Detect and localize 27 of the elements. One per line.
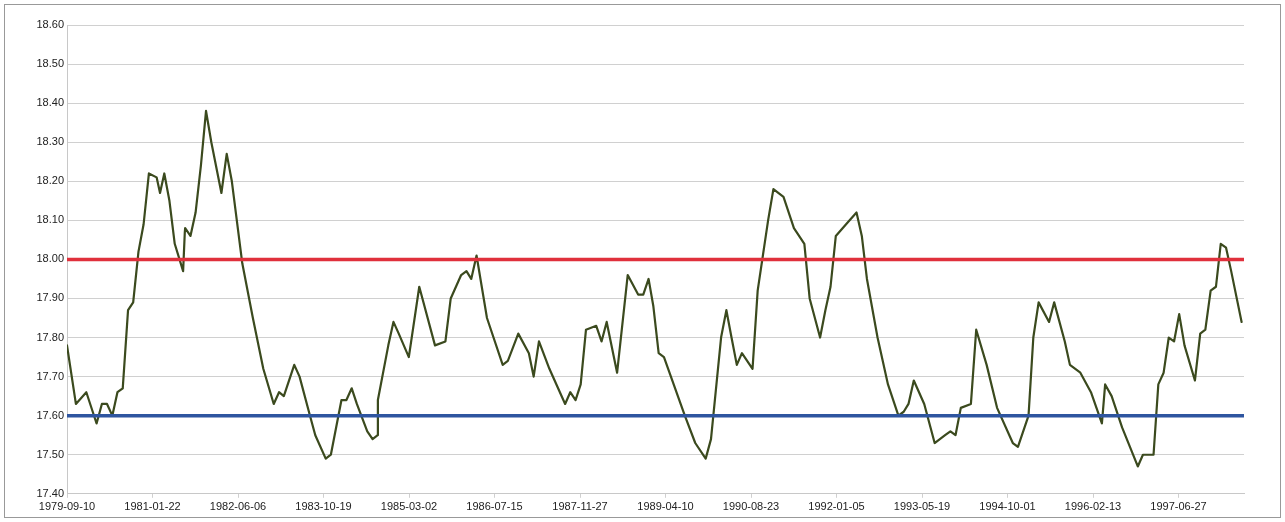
y-tick-label: 17.50 (36, 447, 64, 460)
x-tick-label: 1994-10-01 (979, 500, 1036, 513)
y-tick-label: 17.60 (36, 408, 64, 421)
x-tick-label: 1990-08-23 (722, 500, 780, 513)
y-tick-label: 17.80 (36, 330, 64, 343)
x-tick-label: 1981-01-22 (124, 500, 181, 513)
y-tick-label: 18.40 (36, 96, 64, 109)
x-tick-label: 1987-11-27 (552, 500, 608, 513)
x-tick-label: 1979-09-10 (38, 500, 96, 513)
x-tick-label: 1982-06-06 (209, 500, 267, 513)
x-tick-label: 1996-02-13 (1064, 500, 1122, 513)
x-tick-label: 1985-03-02 (380, 500, 438, 513)
x-tick-label: 1983-10-19 (295, 500, 352, 513)
y-tick-label: 18.30 (36, 135, 64, 148)
y-tick-label: 18.20 (36, 174, 64, 187)
y-tick-label: 17.40 (36, 486, 64, 499)
y-tick-label: 18.60 (36, 18, 64, 31)
y-tick-label: 18.00 (36, 252, 64, 265)
x-tick-label: 1992-01-05 (808, 500, 865, 513)
y-tick-label: 18.50 (36, 57, 64, 70)
x-tick-label: 1997-06-27 (1150, 500, 1207, 513)
x-tick-label: 1989-04-10 (637, 500, 694, 513)
x-tick-label: 1993-05-19 (893, 500, 951, 513)
y-tick-label: 17.90 (36, 291, 64, 304)
y-tick-label: 18.10 (36, 213, 64, 226)
x-tick-label: 1986-07-15 (466, 500, 523, 513)
y-tick-label: 17.70 (36, 369, 64, 382)
